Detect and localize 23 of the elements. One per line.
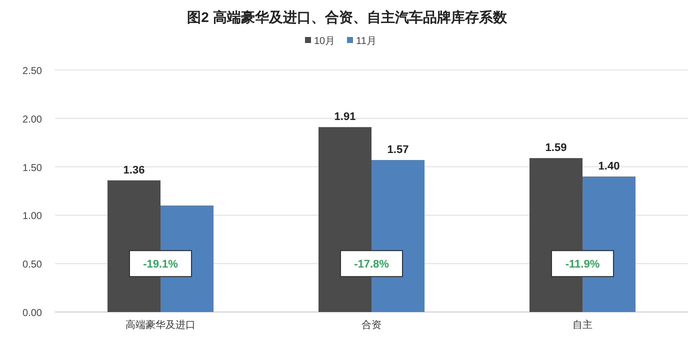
annotation: -11.9% [565, 258, 600, 271]
annotation: -17.8% [354, 258, 390, 271]
data-label: 1.91 [334, 111, 356, 124]
data-label: 1.57 [387, 144, 409, 156]
x-tick-label: 自主 [572, 319, 592, 331]
legend-label: 10月 [314, 36, 336, 47]
annotation: -11.9% [551, 250, 614, 278]
y-tick-label: 2.50 [22, 66, 42, 77]
annotation: -19.1% [143, 258, 178, 271]
y-tick-label: 2.00 [22, 114, 42, 126]
x-tick-label: 合资 [362, 319, 382, 331]
y-tick-label: 0.00 [22, 308, 42, 319]
legend-label: 11月 [356, 36, 376, 47]
y-tick-label: 1.00 [22, 211, 42, 222]
data-label: 1.59 [545, 142, 567, 154]
x-tick-label: 高端豪华及进口 [126, 319, 196, 331]
chart-title: 图2 高端豪华及进口、合资、自主汽车品牌库存系数 [187, 9, 508, 25]
annotation: -17.8% [340, 250, 403, 278]
annotation: -19.1% [129, 250, 192, 278]
y-tick-label: 1.50 [22, 162, 42, 174]
data-label: 1.40 [598, 160, 620, 172]
data-label: 1.36 [123, 164, 145, 176]
y-tick-label: 0.50 [22, 260, 42, 271]
